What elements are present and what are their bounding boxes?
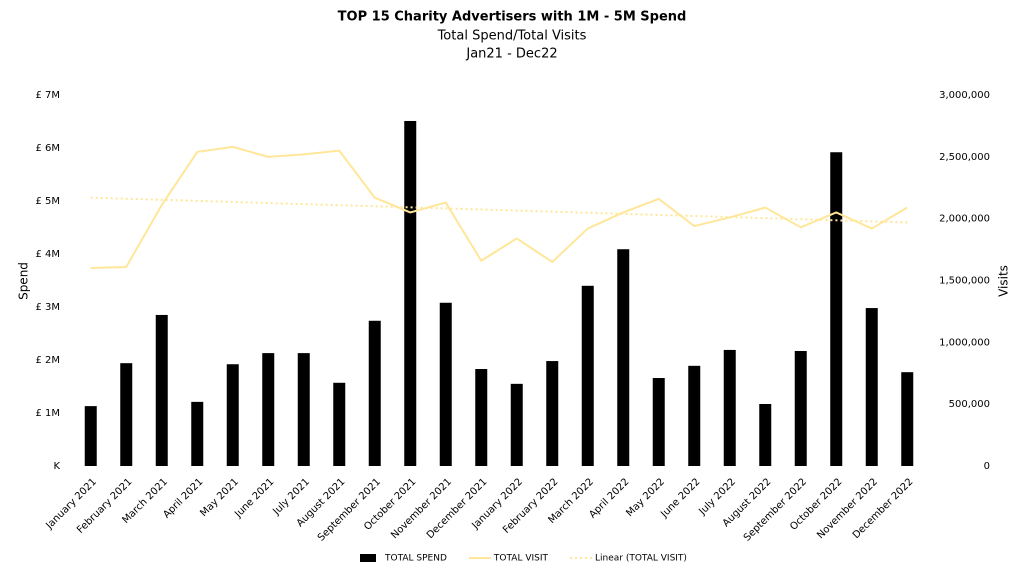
y-axis-title: Spend xyxy=(17,262,31,300)
y2-tick-label: 1,500,000 xyxy=(939,276,990,287)
y2-axis-title: Visits xyxy=(997,265,1011,297)
bar xyxy=(617,249,630,466)
legend-label: TOTAL VISIT xyxy=(493,554,549,564)
bar xyxy=(191,401,204,466)
bar xyxy=(865,308,878,466)
chart-subtitle: Total Spend/Total Visits xyxy=(437,29,587,44)
x-tick-label: September 2022 xyxy=(742,476,809,543)
bar xyxy=(723,349,736,466)
bar xyxy=(84,406,97,466)
bar xyxy=(120,363,133,466)
y-tick-label: £ 4M xyxy=(35,249,60,260)
bar xyxy=(652,378,665,466)
bar xyxy=(546,361,559,466)
x-tick-label: December 2021 xyxy=(425,476,490,541)
chart-title: TOP 15 Charity Advertisers with 1M - 5M … xyxy=(338,10,687,25)
y-tick-label: £ 5M xyxy=(35,196,60,207)
y-tick-label: £ 7M xyxy=(35,90,60,101)
bar xyxy=(262,353,275,466)
y2-tick-label: 3,000,000 xyxy=(939,90,990,101)
bar xyxy=(759,403,772,466)
chart-subtitle: Jan21 - Dec22 xyxy=(465,47,557,62)
y2-tick-label: 0 xyxy=(984,461,990,472)
bar xyxy=(404,120,417,466)
y-tick-label: £ 2M xyxy=(35,355,60,366)
y2-tick-label: 2,000,000 xyxy=(939,214,990,225)
bar xyxy=(155,314,168,466)
y-tick-label: £ 6M xyxy=(35,143,60,154)
y2-tick-label: 2,500,000 xyxy=(939,152,990,163)
y-tick-label: £ 1M xyxy=(35,408,60,419)
y2-tick-label: 500,000 xyxy=(949,399,990,410)
bar xyxy=(368,320,381,466)
legend-swatch xyxy=(360,554,376,562)
bar xyxy=(226,364,239,466)
bar xyxy=(794,350,807,466)
legend-label: Linear (TOTAL VISIT) xyxy=(595,554,687,564)
legend-label: TOTAL SPEND xyxy=(384,554,447,564)
y-tick-label: £ 3M xyxy=(35,302,60,313)
bar xyxy=(333,382,346,466)
bar xyxy=(439,302,452,466)
bar xyxy=(475,369,488,466)
trendline xyxy=(90,196,908,224)
bar xyxy=(830,152,843,467)
bar xyxy=(688,365,701,466)
bar xyxy=(581,285,594,466)
bar xyxy=(510,383,523,466)
bar xyxy=(297,353,310,466)
x-tick-label: December 2022 xyxy=(851,476,916,541)
x-tick-label: September 2021 xyxy=(316,476,383,543)
line-series xyxy=(90,145,908,270)
bar xyxy=(901,372,914,466)
y-tick-label: K xyxy=(53,461,60,472)
x-tick-label: November 2022 xyxy=(815,476,880,541)
y2-tick-label: 1,000,000 xyxy=(939,337,990,348)
x-tick-label: November 2021 xyxy=(389,476,454,541)
